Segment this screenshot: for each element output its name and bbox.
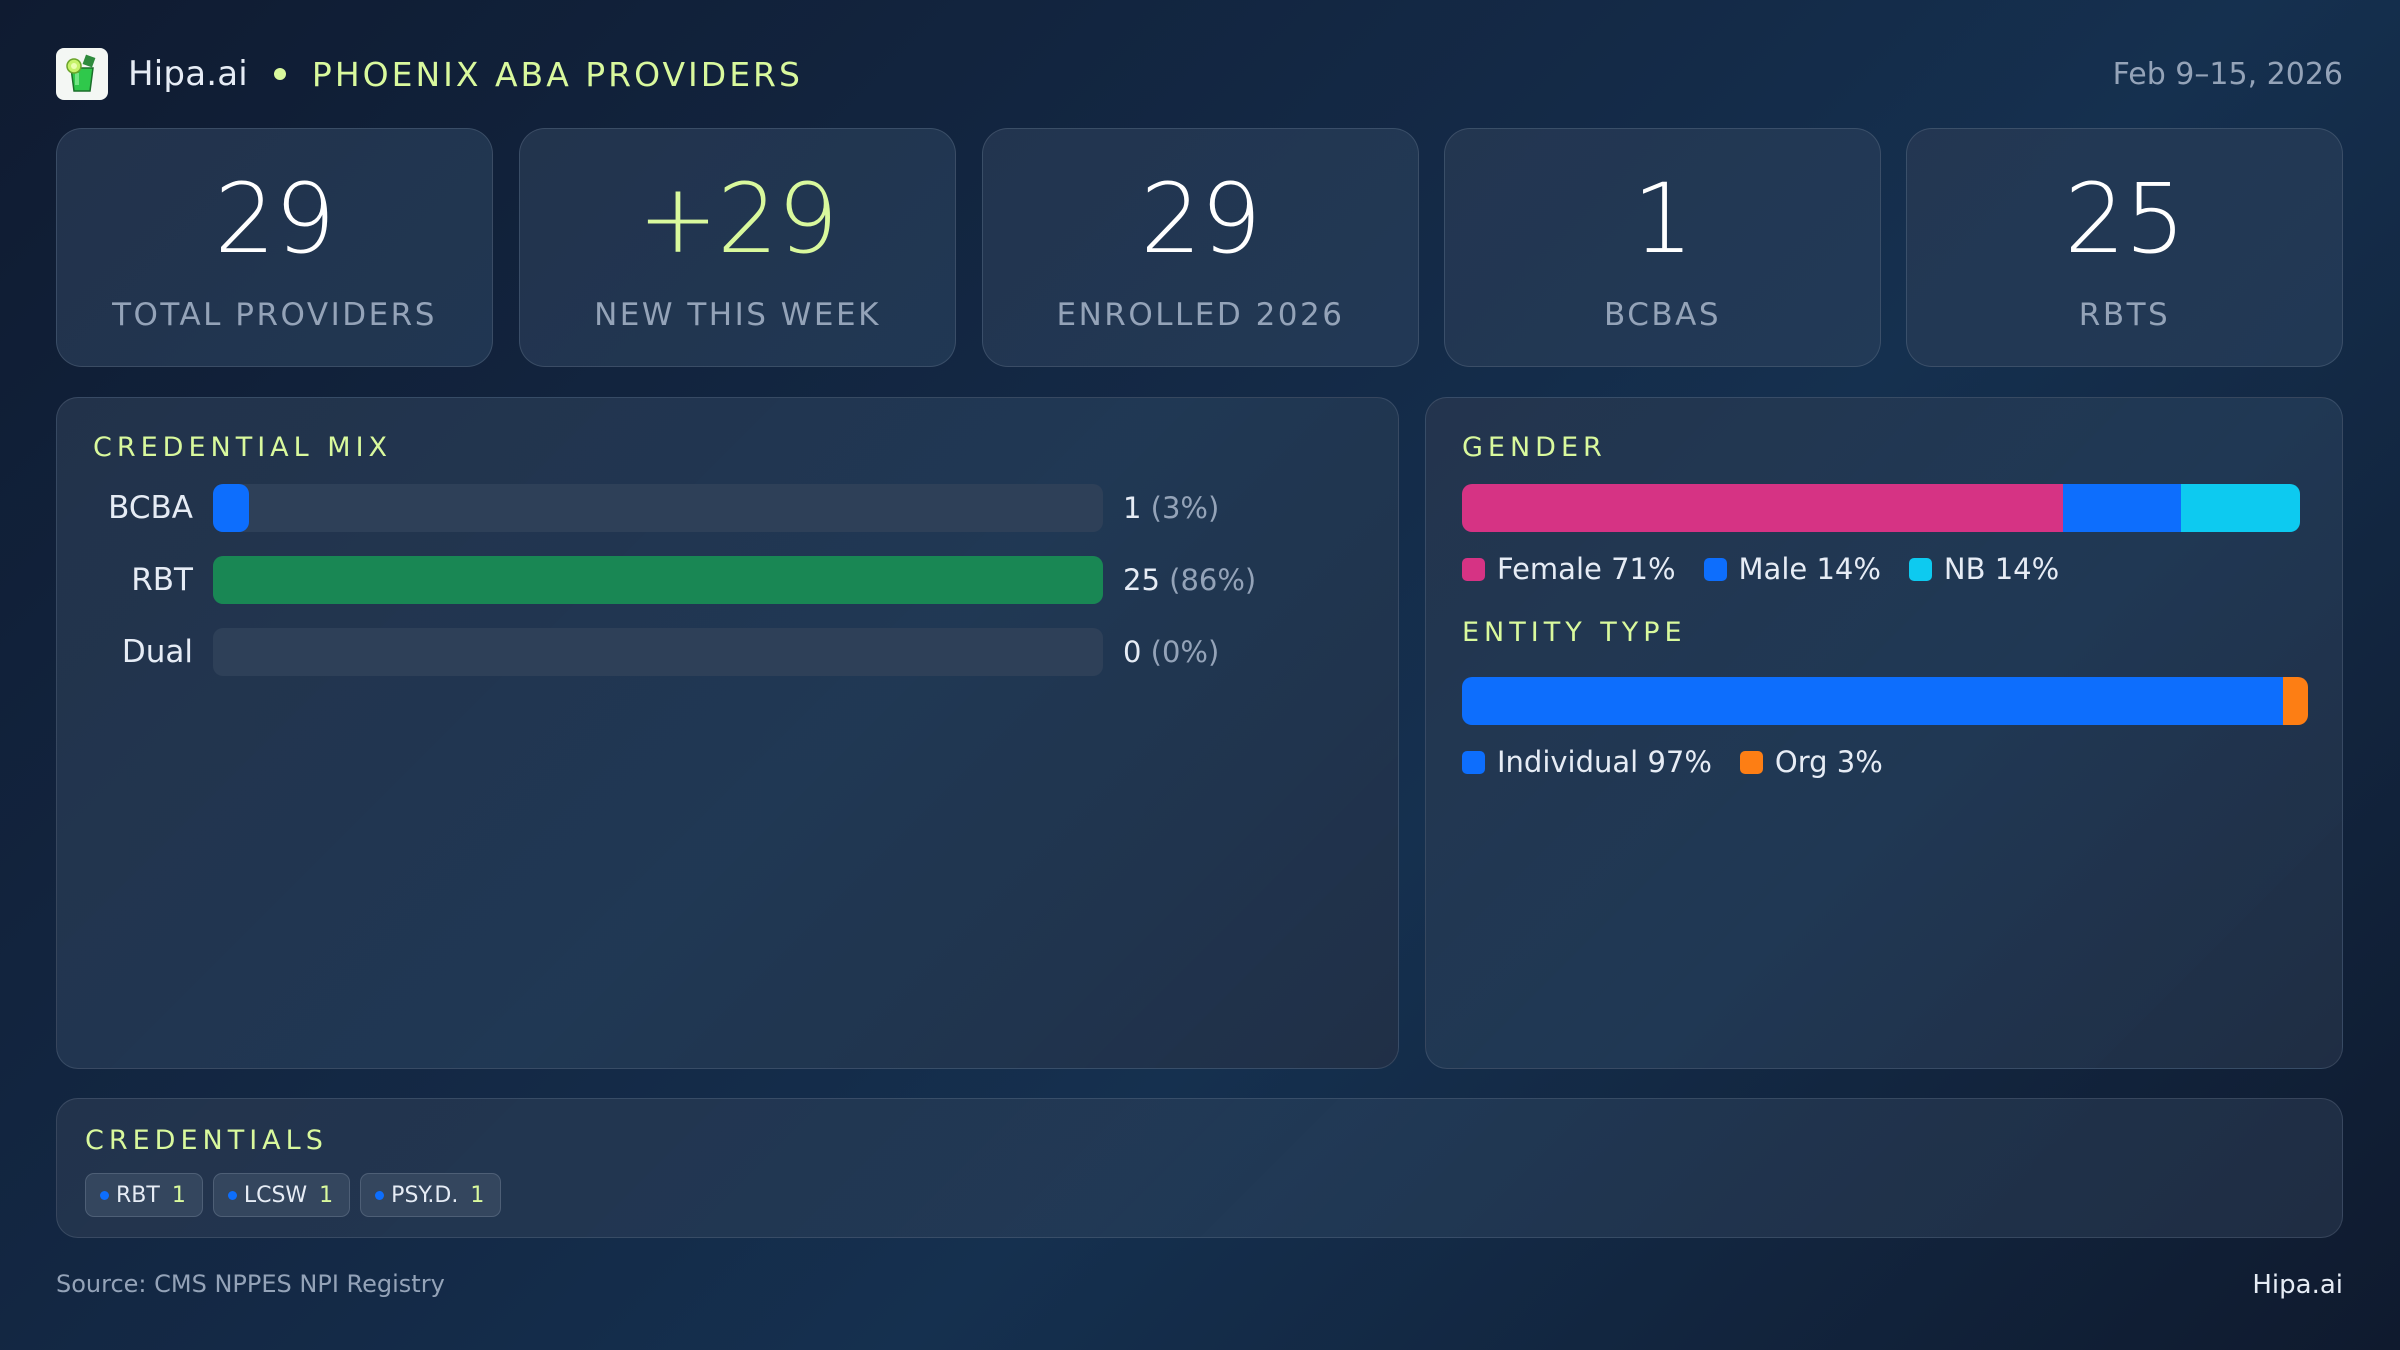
stat-label: TOTAL PROVIDERS	[112, 297, 437, 333]
bar-row-rbt: RBT 25 (86%)	[77, 556, 1256, 604]
segment-male	[2062, 484, 2181, 532]
bar-fill	[213, 556, 1103, 604]
stat-card-new-this-week: +29 NEW THIS WEEK	[519, 128, 956, 367]
bar-value: 1 (3%)	[1123, 491, 1220, 525]
legend-swatch	[1908, 557, 1932, 581]
bar-fill	[213, 484, 249, 532]
chip-dot	[100, 1190, 109, 1200]
bar-track	[213, 628, 1103, 676]
panel-title: ENTITY TYPE	[1462, 617, 1687, 648]
stat-value: 25	[2064, 163, 2185, 275]
panel-title: GENDER	[1462, 432, 1607, 463]
stat-card-enrolled: 29 ENROLLED 2026	[982, 128, 1419, 367]
credential-mix-panel: CREDENTIAL MIX BCBA 1 (3%) RBT 25 (86%) …	[56, 397, 1399, 1069]
panel-title: CREDENTIALS	[85, 1125, 328, 1156]
entity-legend: Individual 97% Org 3%	[1462, 745, 1911, 779]
bar-value: 25 (86%)	[1123, 563, 1257, 597]
credential-chip-psyd: PSY.D. 1	[360, 1173, 502, 1217]
credential-chips: RBT 1 LCSW 1 PSY.D. 1	[85, 1173, 511, 1217]
header: Hipa.ai PHOENIX ABA PROVIDERS Feb 9–15, …	[56, 48, 2343, 100]
segment-individual	[1462, 677, 2283, 725]
bar-row-dual: Dual 0 (0%)	[77, 628, 1219, 676]
credentials-panel: CREDENTIALS RBT 1 LCSW 1 PSY.D. 1	[56, 1098, 2343, 1238]
panel-title: CREDENTIAL MIX	[93, 432, 393, 463]
legend-item-individual: Individual 97%	[1462, 745, 1712, 779]
separator-dot	[273, 68, 286, 80]
segment-org	[2282, 677, 2308, 725]
legend-item-org: Org 3%	[1739, 745, 1883, 779]
legend-swatch	[1462, 557, 1485, 581]
demographics-panel: GENDER Female 71% Male 14% NB 14% ENTITY…	[1425, 397, 2343, 1069]
segment-female	[1462, 484, 2063, 532]
legend-item-male: Male 14%	[1703, 552, 1881, 586]
stat-card-bcbas: 1 BCBAS	[1444, 128, 1881, 367]
legend-swatch	[1462, 750, 1485, 774]
bar-row-bcba: BCBA 1 (3%)	[77, 484, 1219, 532]
stat-card-rbts: 25 RBTS	[1906, 128, 2343, 367]
credential-chip-rbt: RBT 1	[85, 1173, 203, 1217]
page-title: PHOENIX ABA PROVIDERS	[311, 54, 803, 94]
mojito-glass-icon	[56, 48, 108, 100]
stat-label: BCBAS	[1603, 297, 1722, 333]
footer-brand: Hipa.ai	[2252, 1270, 2343, 1300]
stat-label: ENROLLED 2026	[1056, 297, 1345, 333]
stat-value: 1	[1632, 163, 1693, 275]
stat-label: NEW THIS WEEK	[594, 297, 881, 333]
legend-item-female: Female 71%	[1462, 552, 1676, 586]
bar-value: 0 (0%)	[1123, 635, 1220, 669]
chip-dot	[375, 1190, 385, 1200]
legend-item-nb: NB 14%	[1908, 552, 2059, 586]
chip-dot	[227, 1190, 237, 1200]
legend-swatch	[1739, 750, 1763, 774]
legend-swatch	[1703, 557, 1727, 581]
stat-label: RBTS	[2078, 297, 2171, 333]
bar-label: RBT	[131, 562, 193, 598]
bar-track	[213, 484, 1103, 532]
bar-label: BCBA	[108, 490, 193, 526]
stat-value: +29	[637, 163, 839, 275]
bar-label: Dual	[121, 634, 193, 670]
date-range: Feb 9–15, 2026	[2112, 56, 2343, 92]
segment-nb	[2181, 484, 2300, 532]
stat-value: 29	[214, 163, 335, 275]
credential-chip-lcsw: LCSW 1	[212, 1173, 351, 1217]
stat-card-total-providers: 29 TOTAL PROVIDERS	[56, 128, 493, 367]
stat-value: 29	[1140, 163, 1261, 275]
source-note: Source: CMS NPPES NPI Registry	[56, 1270, 445, 1298]
entity-stacked-bar	[1462, 677, 2308, 725]
brand-name: Hipa.ai	[128, 54, 248, 94]
gender-stacked-bar	[1462, 484, 2300, 532]
gender-legend: Female 71% Male 14% NB 14%	[1462, 552, 2087, 586]
bar-track	[213, 556, 1103, 604]
